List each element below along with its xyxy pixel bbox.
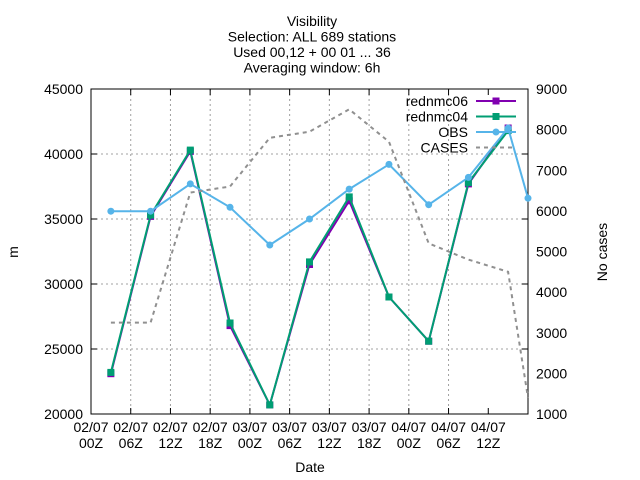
y2-tick-label: 5000 [536,244,567,260]
y2-tick-label: 7000 [536,162,567,178]
x-tick-label-date: 04/07 [391,419,426,435]
y-tick-label: 35000 [44,211,83,227]
x-tick-label-date: 02/07 [193,419,228,435]
data-point-OBS [464,173,472,181]
legend-label: OBS [438,124,468,140]
y2-tick-label: 3000 [536,325,567,341]
legend-marker [492,97,500,105]
y-tick-label: 25000 [44,341,83,357]
data-point-rednmc04 [266,401,274,409]
data-point-rednmc04 [107,368,115,376]
data-point-OBS [186,180,194,188]
data-point-rednmc06 [345,197,353,205]
x-tick-label-date: 02/07 [73,419,108,435]
legend-marker [492,128,500,136]
x-tick-label-hour: 00Z [238,435,263,451]
data-point-rednmc04 [345,193,353,201]
x-tick-label-hour: 06Z [278,435,303,451]
y-tick-label: 45000 [44,81,83,97]
legend-label: rednmc06 [406,93,468,109]
x-tick-label-hour: 00Z [79,435,104,451]
y2-tick-label: 2000 [536,365,567,381]
y2-axis-label: No cases [594,223,610,281]
x-tick-label-hour: 18Z [357,435,382,451]
data-point-OBS [107,207,115,215]
x-tick-label-hour: 06Z [436,435,461,451]
y-axis-label: m [5,246,21,258]
x-tick-label-date: 04/07 [471,419,506,435]
x-tick-label-date: 02/07 [113,419,148,435]
data-point-OBS [226,203,234,211]
x-tick-label-date: 03/07 [272,419,307,435]
legend-label: rednmc04 [406,109,468,125]
y-tick-label: 30000 [44,276,83,292]
x-axis-label: Date [295,459,325,475]
series-line-OBS [110,125,529,247]
x-tick-label-date: 03/07 [352,419,387,435]
y2-tick-label: 9000 [536,81,567,97]
data-point-rednmc04 [425,337,433,345]
data-point-OBS [385,160,393,168]
data-point-OBS [524,194,532,202]
x-tick-label-date: 03/07 [232,419,267,435]
x-tick-label-date: 03/07 [312,419,347,435]
x-tick-label-hour: 00Z [397,435,422,451]
y2-tick-label: 4000 [536,284,567,300]
y-tick-label: 40000 [44,146,83,162]
data-point-rednmc04 [226,319,234,327]
y-tick-label: 20000 [44,406,83,422]
x-tick-label-hour: 12Z [158,435,183,451]
x-tick-label-hour: 18Z [198,435,223,451]
chart-title-line: Visibility [287,13,337,29]
chart-title-line: Used 00,12 + 00 01 ... 36 [233,44,391,60]
data-point-rednmc04 [186,146,194,154]
chart-title-line: Selection: ALL 689 stations [228,29,396,45]
y2-tick-label: 8000 [536,122,567,138]
x-tick-label-date: 02/07 [153,419,188,435]
data-point-rednmc04 [306,258,313,266]
x-tick-label-hour: 12Z [476,435,501,451]
x-tick-label-hour: 06Z [119,435,144,451]
y2-tick-label: 1000 [536,406,567,422]
chart-title-line: Averaging window: 6h [244,60,381,76]
legend-label: CASES [421,140,468,156]
x-tick-label-date: 04/07 [431,419,466,435]
data-point-OBS [425,201,433,209]
data-point-rednmc04 [464,179,472,187]
data-point-OBS [345,185,353,193]
data-point-OBS [266,241,274,249]
data-point-OBS [504,124,512,132]
data-point-rednmc04 [147,211,155,219]
plot-frame [90,88,529,415]
data-point-OBS [306,215,313,223]
data-point-rednmc04 [385,293,393,301]
y2-tick-label: 6000 [536,203,567,219]
series-line-CASES [110,108,529,398]
x-tick-label-hour: 12Z [317,435,342,451]
legend-marker [492,113,500,120]
data-point-OBS [147,207,155,215]
